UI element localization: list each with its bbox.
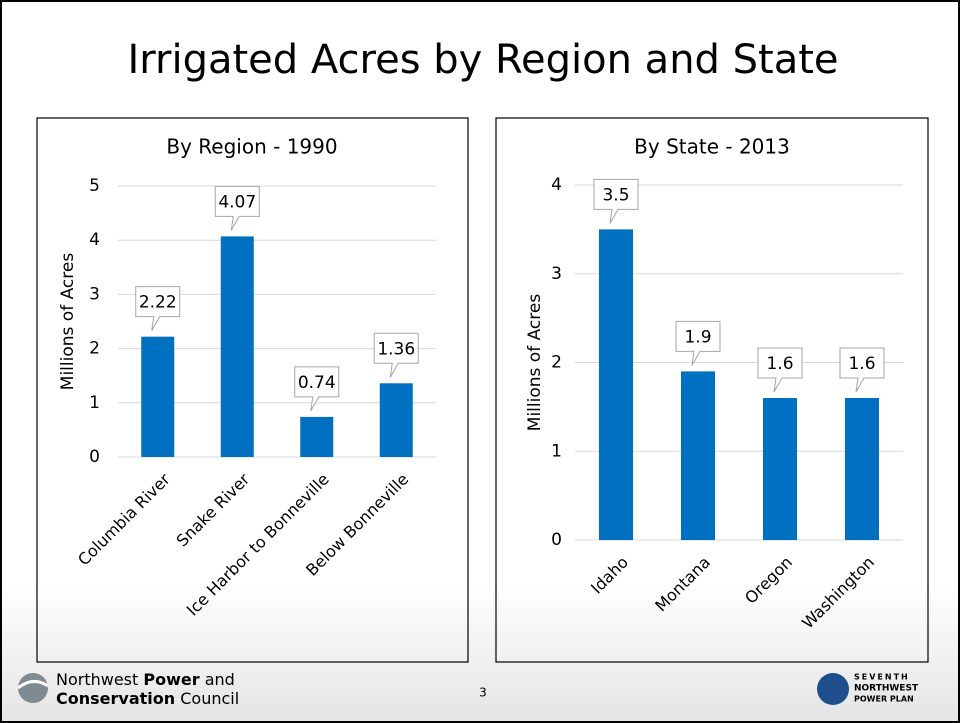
data-label-callout	[135, 286, 181, 331]
y-axis-label: Millions of Acres	[58, 253, 78, 391]
data-label: 0.74	[298, 373, 336, 393]
bar	[220, 236, 254, 457]
chart-frame	[495, 117, 929, 663]
chart-title: By State - 2013	[634, 135, 790, 159]
page-number: 3	[479, 686, 487, 700]
org-line: Conservation Council	[56, 689, 239, 708]
y-tick-label: 1	[89, 393, 100, 413]
y-tick-label: 2	[551, 353, 562, 373]
org-icon-swoosh	[17, 680, 49, 690]
data-label: 1.6	[766, 354, 793, 374]
data-label: 1.36	[377, 339, 415, 359]
y-axis-label: Millions of Acres	[525, 294, 545, 432]
org-icon	[18, 673, 48, 703]
data-label-callout	[839, 347, 885, 393]
data-label-callout	[294, 366, 340, 412]
y-tick-label: 0	[89, 447, 100, 467]
bar	[599, 229, 633, 540]
data-label: 3.5	[602, 185, 629, 205]
data-label-callout	[675, 320, 721, 366]
org-line: Northwest Power and	[56, 670, 235, 689]
org-logo: Northwest Power and Conservation Council	[17, 670, 239, 708]
plan-line: NORTHWEST	[854, 684, 919, 694]
y-tick-label: 5	[89, 176, 100, 196]
data-label-callout	[214, 185, 260, 231]
data-label: 1.9	[684, 327, 711, 347]
plan-logo: SEVENTH NORTHWEST POWER PLAN	[817, 673, 919, 705]
data-label: 1.6	[848, 354, 875, 374]
slide-title: Irrigated Acres by Region and State	[127, 37, 838, 83]
y-tick-label: 3	[551, 264, 562, 284]
plan-line: SEVENTH	[854, 673, 910, 682]
chart-title: By Region - 1990	[166, 135, 337, 159]
bar	[300, 416, 334, 457]
bar	[763, 398, 797, 540]
data-label-callout	[373, 332, 419, 378]
y-tick-label: 4	[89, 230, 100, 250]
y-tick-label: 3	[89, 284, 100, 304]
plan-line: POWER PLAN	[854, 695, 914, 704]
y-tick-label: 4	[551, 175, 562, 195]
data-label: 4.07	[218, 192, 256, 212]
bar	[379, 383, 413, 457]
chart-frame	[36, 117, 469, 663]
bar	[681, 371, 715, 540]
data-label-callout	[593, 178, 639, 224]
y-tick-label: 1	[551, 441, 562, 461]
y-tick-label: 2	[89, 339, 100, 359]
bar	[141, 336, 175, 457]
y-tick-label: 0	[551, 530, 562, 550]
data-label: 2.22	[139, 293, 177, 313]
plan-icon	[817, 673, 849, 705]
bar	[845, 398, 879, 540]
data-label-callout	[757, 347, 803, 393]
footer-band	[0, 585, 960, 723]
